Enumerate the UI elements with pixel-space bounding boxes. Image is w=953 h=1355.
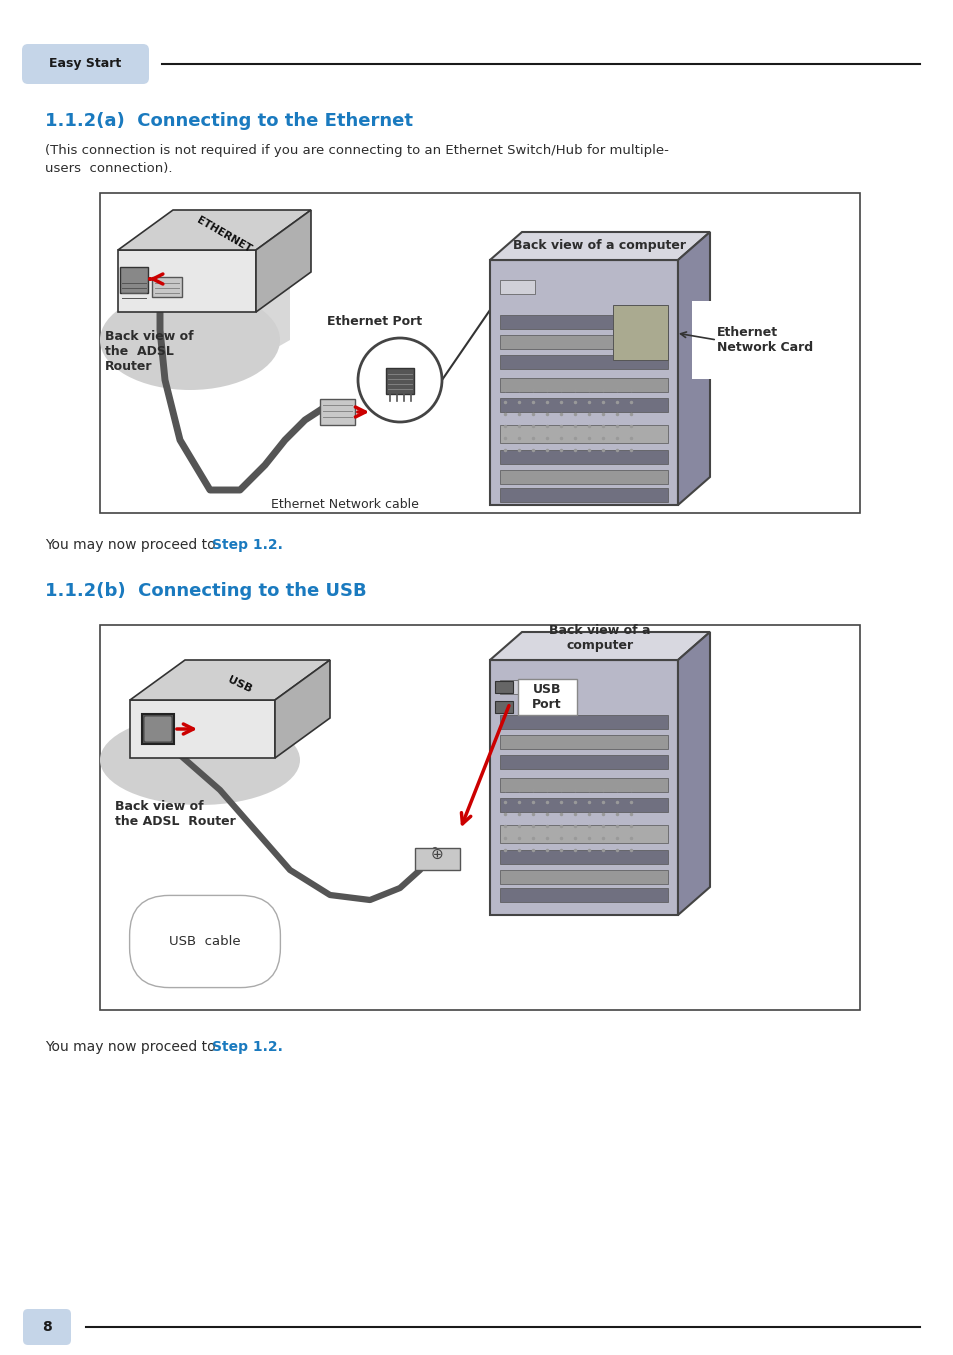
- Text: Step 1.2.: Step 1.2.: [212, 1041, 283, 1054]
- FancyBboxPatch shape: [23, 1309, 71, 1346]
- Polygon shape: [118, 210, 311, 251]
- Polygon shape: [490, 631, 709, 660]
- Text: 1.1.2(a)  Connecting to the Ethernet: 1.1.2(a) Connecting to the Ethernet: [45, 112, 413, 130]
- FancyBboxPatch shape: [499, 355, 667, 369]
- FancyBboxPatch shape: [499, 825, 667, 843]
- FancyBboxPatch shape: [499, 870, 667, 883]
- FancyBboxPatch shape: [499, 425, 667, 443]
- FancyBboxPatch shape: [499, 488, 667, 501]
- Text: Back view of
the  ADSL
Router: Back view of the ADSL Router: [105, 331, 193, 373]
- FancyBboxPatch shape: [120, 267, 148, 293]
- Text: (This connection is not required if you are connecting to an Ethernet Switch/Hub: (This connection is not required if you …: [45, 144, 668, 157]
- FancyBboxPatch shape: [319, 398, 355, 425]
- Text: Easy Start: Easy Start: [49, 57, 121, 70]
- Text: Back view of a
computer: Back view of a computer: [549, 625, 650, 652]
- FancyBboxPatch shape: [499, 680, 535, 694]
- FancyBboxPatch shape: [499, 335, 667, 350]
- Text: 8: 8: [42, 1320, 51, 1335]
- Polygon shape: [118, 251, 255, 312]
- FancyBboxPatch shape: [499, 398, 667, 412]
- Text: USB  cable: USB cable: [169, 935, 240, 948]
- Text: Back view of a computer: Back view of a computer: [513, 238, 686, 252]
- FancyBboxPatch shape: [499, 470, 667, 484]
- FancyBboxPatch shape: [22, 43, 149, 84]
- Polygon shape: [274, 660, 330, 757]
- FancyBboxPatch shape: [499, 450, 667, 463]
- Text: You may now proceed to: You may now proceed to: [45, 1041, 220, 1054]
- FancyBboxPatch shape: [142, 714, 173, 744]
- Polygon shape: [130, 660, 330, 701]
- Text: Ethernet
Network Card: Ethernet Network Card: [717, 327, 812, 354]
- Polygon shape: [678, 232, 709, 505]
- FancyBboxPatch shape: [386, 369, 414, 394]
- Polygon shape: [678, 631, 709, 915]
- FancyBboxPatch shape: [499, 280, 535, 294]
- Text: Step 1.2.: Step 1.2.: [212, 538, 283, 551]
- Text: USB: USB: [226, 675, 253, 695]
- Circle shape: [357, 337, 441, 421]
- Polygon shape: [490, 232, 709, 260]
- FancyBboxPatch shape: [517, 679, 577, 715]
- Text: ⊕: ⊕: [430, 847, 443, 862]
- Ellipse shape: [100, 290, 280, 390]
- Polygon shape: [255, 210, 311, 312]
- Text: USB
Port: USB Port: [532, 683, 561, 711]
- FancyBboxPatch shape: [499, 850, 667, 864]
- FancyBboxPatch shape: [499, 378, 667, 392]
- Polygon shape: [490, 260, 678, 505]
- Polygon shape: [130, 701, 274, 757]
- FancyBboxPatch shape: [495, 701, 513, 713]
- FancyBboxPatch shape: [152, 276, 182, 297]
- Text: Ethernet Port: Ethernet Port: [327, 314, 422, 328]
- Text: users  connection).: users connection).: [45, 163, 172, 175]
- FancyBboxPatch shape: [499, 888, 667, 902]
- FancyBboxPatch shape: [415, 848, 459, 870]
- Text: You may now proceed to: You may now proceed to: [45, 538, 220, 551]
- FancyBboxPatch shape: [495, 682, 513, 692]
- FancyBboxPatch shape: [613, 305, 667, 360]
- Polygon shape: [490, 660, 678, 915]
- Polygon shape: [118, 280, 290, 360]
- Text: 1.1.2(b)  Connecting to the USB: 1.1.2(b) Connecting to the USB: [45, 583, 366, 600]
- FancyBboxPatch shape: [499, 734, 667, 749]
- Text: Back view of
the ADSL  Router: Back view of the ADSL Router: [115, 799, 235, 828]
- FancyBboxPatch shape: [100, 625, 859, 1009]
- FancyBboxPatch shape: [100, 192, 859, 514]
- FancyBboxPatch shape: [499, 778, 667, 793]
- Text: Ethernet Network cable: Ethernet Network cable: [271, 499, 418, 511]
- FancyBboxPatch shape: [144, 715, 172, 743]
- FancyBboxPatch shape: [499, 314, 667, 329]
- FancyBboxPatch shape: [499, 798, 667, 812]
- Ellipse shape: [100, 715, 299, 805]
- FancyBboxPatch shape: [499, 715, 667, 729]
- FancyBboxPatch shape: [499, 755, 667, 770]
- Text: ETHERNET: ETHERNET: [195, 215, 253, 255]
